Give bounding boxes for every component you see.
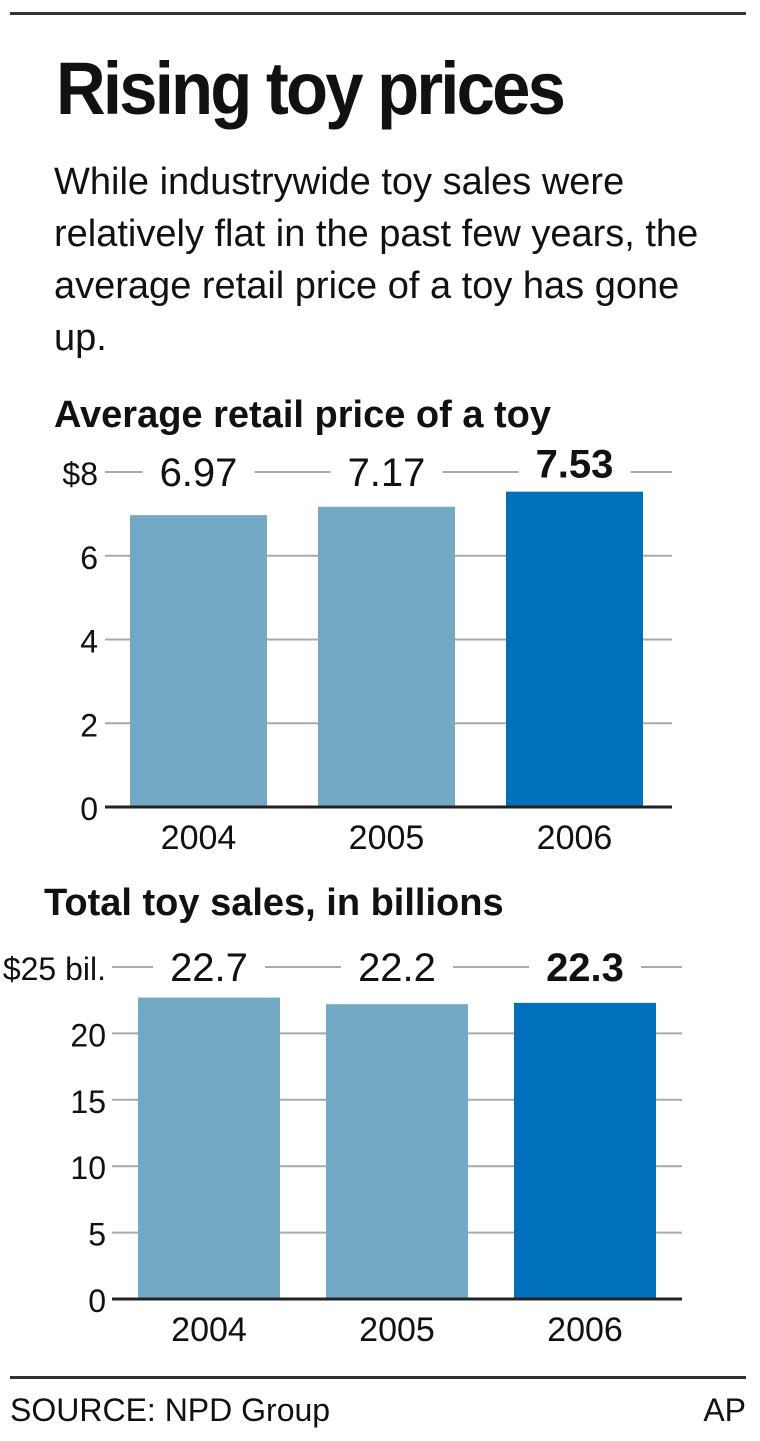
bar-2005 [318, 506, 455, 807]
y-tick-label: 4 [80, 624, 98, 660]
value-label: 7.53 [536, 443, 614, 487]
x-tick-label: 2005 [359, 1311, 435, 1349]
subtitle: While industrywide toy sales were relati… [54, 161, 699, 359]
y-tick-label: $25 bil. [3, 951, 106, 987]
y-tick-label: 0 [80, 791, 98, 827]
x-tick-label: 2006 [547, 1311, 623, 1349]
value-label-backing [529, 943, 641, 989]
sales-chart: 0 5 10 15 20 $25 bil. 22.7 2004 22.2 2005 22.3 2006 [3, 943, 682, 1349]
y-tick-label: 2 [80, 707, 98, 743]
y-tick-label: 10 [70, 1150, 106, 1186]
y-tick-label: 15 [70, 1084, 106, 1120]
bar-2005 [326, 1004, 468, 1299]
y-tick-label: 0 [88, 1283, 106, 1319]
chart-title-sales: Total toy sales, in billions [44, 882, 504, 924]
page-title: Rising toy prices [56, 47, 566, 130]
value-label: 7.17 [348, 451, 426, 495]
bottom-rule [10, 1376, 746, 1379]
source-note: SOURCE: NPD Group [10, 1392, 331, 1428]
x-tick-label: 2004 [171, 1311, 247, 1349]
y-tick-label: 20 [70, 1017, 106, 1053]
value-label: 22.3 [546, 946, 624, 990]
y-tick-label: 5 [88, 1217, 106, 1253]
bar-2004 [138, 997, 280, 1299]
credit-label: AP [703, 1392, 746, 1428]
value-label: 22.7 [170, 946, 248, 990]
bar-2006 [506, 491, 643, 807]
value-label-backing [142, 448, 255, 494]
value-label: 6.97 [160, 451, 238, 495]
y-tick-label: $8 [62, 456, 98, 492]
value-label-backing [518, 439, 631, 486]
x-tick-label: 2006 [537, 819, 613, 857]
chart-title-price: Average retail price of a toy [54, 394, 552, 436]
value-label: 22.2 [358, 946, 436, 990]
price-chart: 0 2 4 6 $8 6.97 2004 7.17 2005 7.53 2006 [62, 439, 672, 857]
y-tick-label: 6 [80, 540, 98, 576]
bar-2006 [514, 1002, 656, 1299]
x-tick-label: 2004 [161, 819, 237, 857]
x-tick-label: 2005 [349, 819, 425, 857]
bar-2004 [130, 515, 267, 807]
top-rule [10, 12, 746, 15]
value-label-backing [153, 943, 265, 989]
value-label-backing [341, 943, 453, 989]
value-label-backing [330, 448, 443, 494]
